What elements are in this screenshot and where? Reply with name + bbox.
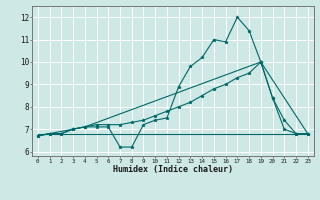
X-axis label: Humidex (Indice chaleur): Humidex (Indice chaleur) — [113, 165, 233, 174]
